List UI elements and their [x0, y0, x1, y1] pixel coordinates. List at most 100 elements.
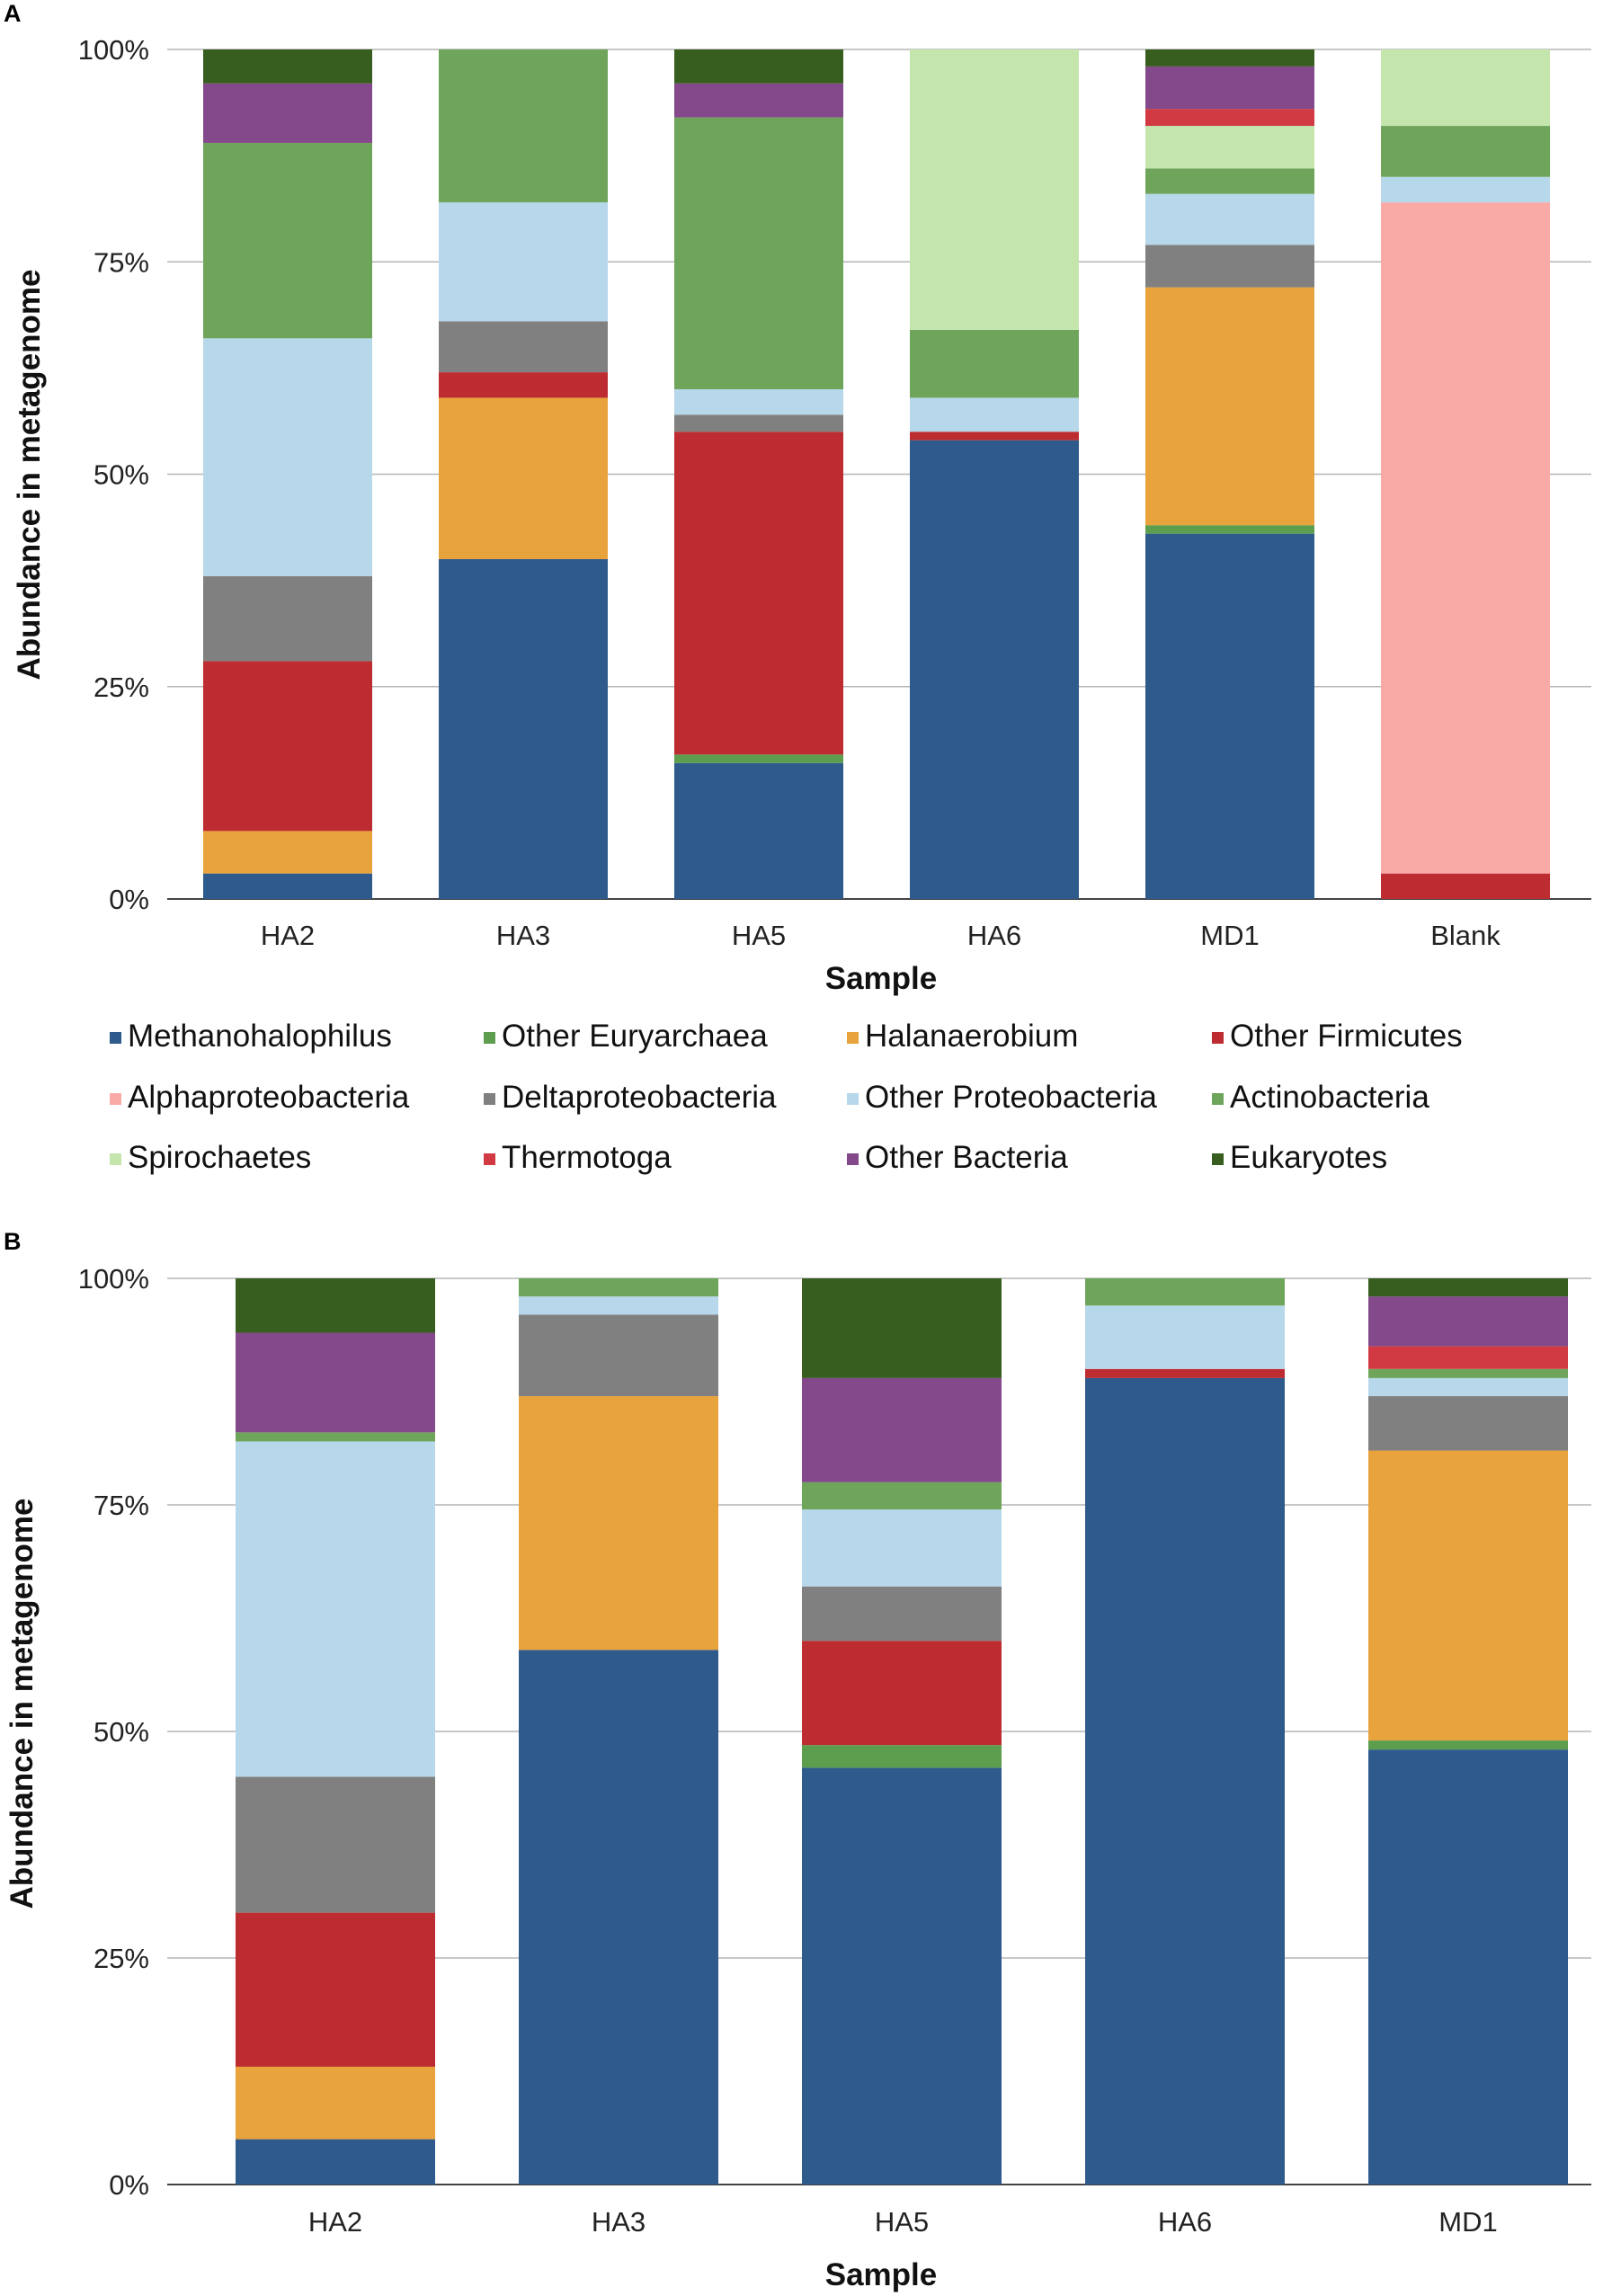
bar-segment-ha2-methanohalophilus	[236, 2139, 435, 2185]
x-tick-label: MD1	[1200, 920, 1259, 951]
x-tick-label: HA6	[1158, 2206, 1212, 2238]
bar-segment-md1-halanaerobium	[1145, 287, 1314, 526]
bar-segment-md1-eukaryotes	[1145, 49, 1314, 67]
bar-segment-ha2-other-proteobacteria	[236, 1441, 435, 1777]
x-tick-label: MD1	[1438, 2206, 1497, 2238]
y-tick-label: 100%	[78, 1263, 149, 1295]
bar-segment-md1-methanohalophilus	[1145, 533, 1314, 899]
bar-segment-ha6-spirochaetes	[910, 49, 1079, 330]
legend-label-alphaproteobacteria: Alphaproteobacteria	[128, 1080, 410, 1115]
panel-a-x-axis-title: Sample	[825, 961, 938, 996]
legend-label-methanohalophilus: Methanohalophilus	[128, 1019, 392, 1054]
bar-segment-ha3-deltaproteobacteria	[439, 321, 608, 373]
y-tick-label: 50%	[94, 459, 149, 491]
bar-segment-blank-actinobacteria	[1381, 126, 1550, 177]
legend-label-actinobacteria: Actinobacteria	[1230, 1080, 1429, 1115]
bar-segment-ha2-actinobacteria	[203, 142, 372, 339]
panel-a-gridlines	[167, 49, 1591, 900]
legend-swatch-spirochaetes	[110, 1153, 121, 1165]
legend: Methanohalophilus Other Euryarchaea Halana…	[110, 1019, 1463, 1175]
bar-segment-md1-other-euryarchaea	[1145, 525, 1314, 534]
bar-segment-ha5-other-firmicutes	[802, 1641, 1002, 1746]
bar-segment-ha2-eukaryotes	[203, 49, 372, 84]
y-tick-label: 50%	[94, 1716, 149, 1748]
bar-segment-md1-deltaproteobacteria	[1368, 1396, 1568, 1451]
bar-segment-ha2-halanaerobium	[236, 2066, 435, 2140]
legend-swatch-alphaproteobacteria	[110, 1093, 121, 1105]
panel-a-bars	[203, 49, 1550, 899]
bar-segment-ha5-other-firmicutes	[674, 432, 843, 755]
bar-segment-ha5-other-bacteria	[674, 83, 843, 118]
bar-segment-ha2-actinobacteria	[236, 1432, 435, 1442]
y-tick-label: 25%	[94, 1943, 149, 1974]
bar-segment-ha2-eukaryotes	[236, 1278, 435, 1333]
legend-swatch-thermotoga	[484, 1153, 495, 1165]
bar-segment-md1-spirochaetes	[1145, 126, 1314, 169]
legend-label-spirochaetes: Spirochaetes	[128, 1140, 311, 1175]
legend-swatch-eukaryotes	[1212, 1153, 1224, 1165]
bar-segment-ha5-eukaryotes	[674, 49, 843, 84]
bar-segment-ha2-other-bacteria	[236, 1332, 435, 1433]
bar-segment-blank-alphaproteobacteria	[1381, 202, 1550, 874]
panel-a-y-tick-labels: 0% 25% 50% 75% 100%	[78, 34, 149, 915]
bar-segment-ha5-other-euryarchaea	[674, 754, 843, 763]
panel-b-x-axis-title: Sample	[825, 2257, 938, 2292]
bar-segment-ha3-halanaerobium	[519, 1396, 718, 1651]
legend-swatch-actinobacteria	[1212, 1093, 1224, 1105]
bar-segment-ha3-methanohalophilus	[439, 559, 608, 899]
panel-b-chart: B 0% 25% 50% 75% 100% HA2 HA3 HA5 HA6 MD1 Abunda…	[4, 1228, 1591, 2292]
x-tick-label: HA2	[261, 920, 315, 951]
bar-segment-md1-eukaryotes	[1368, 1278, 1568, 1297]
panel-a-label: A	[4, 0, 22, 27]
legend-swatch-other-proteobacteria	[847, 1093, 859, 1105]
bar-segment-ha5-eukaryotes	[802, 1278, 1002, 1378]
x-tick-label: HA5	[875, 2206, 929, 2238]
legend-swatch-other-firmicutes	[1212, 1032, 1224, 1044]
bar-segment-ha6-other-firmicutes	[1085, 1368, 1285, 1378]
x-tick-label: HA3	[592, 2206, 646, 2238]
x-tick-label: HA2	[308, 2206, 362, 2238]
legend-label-eukaryotes: Eukaryotes	[1230, 1140, 1387, 1175]
legend-swatch-deltaproteobacteria	[484, 1093, 495, 1105]
bar-segment-ha2-other-firmicutes	[203, 661, 372, 832]
panel-a-x-tick-labels: HA2 HA3 HA5 HA6 MD1 Blank	[261, 920, 1501, 951]
x-tick-label: HA5	[732, 920, 786, 951]
bar-segment-md1-other-euryarchaea	[1368, 1740, 1568, 1750]
bar-segment-blank-spirochaetes	[1381, 49, 1550, 127]
panel-b-label: B	[4, 1228, 22, 1255]
bar-segment-md1-methanohalophilus	[1368, 1749, 1568, 2185]
panel-a-chart: A 0% 25% 50% 75% 100% HA2 HA3 HA5 HA6 MD1 Blank A…	[4, 0, 1591, 996]
legend-swatch-other-bacteria	[847, 1153, 859, 1165]
bar-segment-ha5-deltaproteobacteria	[802, 1586, 1002, 1642]
bar-segment-ha3-actinobacteria	[439, 49, 608, 203]
bar-segment-ha6-other-proteobacteria	[1085, 1305, 1285, 1369]
y-tick-label: 75%	[94, 246, 149, 278]
panel-b-x-tick-labels: HA2 HA3 HA5 HA6 MD1	[308, 2206, 1498, 2238]
bar-segment-ha6-other-proteobacteria	[910, 397, 1079, 432]
legend-swatch-halanaerobium	[847, 1032, 859, 1044]
bar-segment-md1-thermotoga	[1368, 1346, 1568, 1369]
legend-swatch-other-euryarchaea	[484, 1032, 495, 1044]
bar-segment-ha3-methanohalophilus	[519, 1650, 718, 2185]
bar-segment-ha2-deltaproteobacteria	[203, 575, 372, 662]
legend-label-deltaproteobacteria: Deltaproteobacteria	[502, 1080, 777, 1115]
bar-segment-ha5-other-euryarchaea	[802, 1745, 1002, 1768]
bar-segment-md1-actinobacteria	[1145, 168, 1314, 194]
bar-segment-ha3-halanaerobium	[439, 397, 608, 559]
bar-segment-ha2-deltaproteobacteria	[236, 1776, 435, 1913]
panel-a-y-axis-title: Abundance in metagenome	[12, 269, 47, 680]
bar-segment-ha5-actinobacteria	[674, 117, 843, 389]
legend-swatch-methanohalophilus	[110, 1032, 121, 1044]
bar-segment-ha6-other-firmicutes	[910, 432, 1079, 441]
legend-label-other-proteobacteria: Other Proteobacteria	[865, 1080, 1157, 1115]
bar-segment-ha3-other-proteobacteria	[439, 202, 608, 322]
bar-segment-ha5-other-proteobacteria	[674, 389, 843, 415]
bar-segment-md1-deltaproteobacteria	[1145, 245, 1314, 288]
bar-segment-ha6-actinobacteria	[1085, 1278, 1285, 1306]
bar-segment-ha2-halanaerobium	[203, 831, 372, 874]
y-tick-label: 25%	[94, 672, 149, 703]
bar-segment-ha3-other-proteobacteria	[519, 1296, 718, 1315]
legend-label-thermotoga: Thermotoga	[502, 1140, 672, 1175]
bar-segment-ha6-actinobacteria	[910, 329, 1079, 398]
